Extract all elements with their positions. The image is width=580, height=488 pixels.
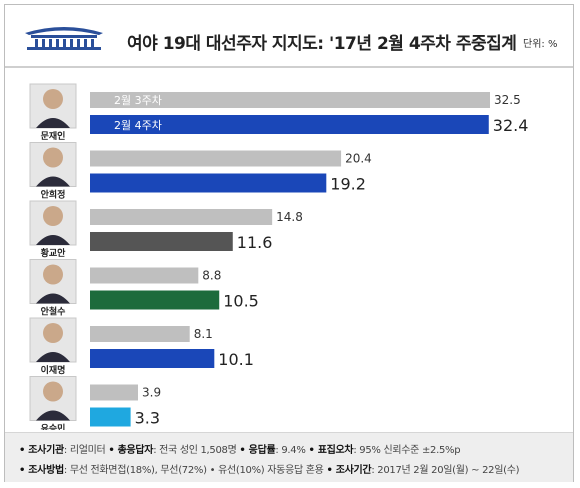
portrait-suit-icon	[36, 235, 70, 245]
bar-prev-week	[90, 209, 273, 225]
value-label-curr: 3.3	[135, 409, 160, 428]
candidate-name: 이재명	[41, 364, 66, 376]
legend-label-prev: 2월 3주차	[114, 94, 162, 107]
portrait-face-icon	[43, 206, 63, 226]
value-label-curr: 32.4	[493, 116, 529, 135]
value-label-curr: 19.2	[330, 175, 366, 194]
candidate-name: 유승민	[41, 423, 66, 431]
unit-label: 단위: %	[523, 39, 558, 50]
value-label-curr: 10.1	[218, 350, 254, 369]
footer-key: • 총응답자	[108, 445, 154, 456]
portrait-suit-icon	[36, 118, 70, 128]
chart-title: 여야 19대 대선주자 지지도: '17년 2월 4주차 주중집계	[127, 34, 517, 54]
footer-value: : 2017년 2월 20일(월) ~ 22일(수)	[371, 465, 520, 476]
value-label-prev: 8.8	[202, 269, 221, 283]
bar-curr-week	[90, 290, 220, 310]
bar-curr-week	[90, 173, 327, 193]
bar-curr-week	[90, 349, 215, 368]
portrait-suit-icon	[36, 293, 70, 304]
bar-curr-week	[90, 407, 131, 427]
candidate-name: 황교안	[41, 247, 67, 259]
value-label-prev: 14.8	[276, 210, 303, 224]
header-divider	[5, 66, 573, 68]
survey-info-footer: • 조사기관: 리얼미터 • 총응답자: 전국 성인 1,508명 • 응답률:…	[5, 432, 573, 482]
portrait-face-icon	[43, 323, 63, 343]
footer-key: • 조사방법	[19, 465, 64, 476]
footer-value: : 전국 성인 1,508명	[153, 445, 240, 456]
footer-key: • 응답률	[239, 445, 276, 456]
value-label-prev: 3.9	[142, 386, 161, 400]
footer-key: • 조사기간	[326, 465, 372, 476]
portrait-face-icon	[43, 89, 63, 109]
bar-curr-week	[90, 115, 489, 134]
bar-prev-week	[90, 326, 190, 342]
chart-header: 여야 19대 대선주자 지지도: '17년 2월 4주차 주중집계 단위: %	[5, 5, 573, 65]
blue-house-logo-icon	[25, 27, 103, 50]
portrait-face-icon	[43, 264, 63, 285]
footer-value: : 9.4%	[275, 445, 309, 456]
footer-key: • 표집오차	[308, 445, 354, 456]
portrait-face-icon	[43, 147, 63, 168]
footer-value: : 리얼미터	[63, 445, 109, 456]
candidate-name: 안철수	[41, 306, 66, 318]
portrait-suit-icon	[36, 410, 70, 421]
footer-value: : 95% 신뢰수준 ±2.5%p	[353, 445, 461, 456]
bar-curr-week	[90, 232, 233, 251]
value-label-curr: 11.6	[237, 233, 273, 252]
portrait-suit-icon	[36, 352, 70, 362]
candidate-name: 문재인	[41, 130, 66, 142]
candidate-name: 안희정	[41, 189, 66, 201]
footer-key: • 조사기관	[19, 445, 64, 456]
value-label-prev: 32.5	[494, 93, 521, 107]
legend-label-curr: 2월 4주차	[114, 119, 162, 132]
portrait-face-icon	[43, 381, 63, 402]
bar-prev-week	[90, 150, 342, 167]
bar-prev-week	[90, 92, 490, 108]
portrait-suit-icon	[36, 176, 70, 187]
footer-line-2: • 조사방법: 무선 전화면접(18%), 무선(72%) • 유선(10%) …	[19, 461, 520, 476]
value-label-curr: 10.5	[223, 292, 259, 311]
value-label-prev: 20.4	[345, 152, 372, 166]
footer-value: : 무선 전화면접(18%), 무선(72%) • 유선(10%) 자동응답 혼…	[63, 465, 327, 476]
footer-line-1: • 조사기관: 리얼미터 • 총응답자: 전국 성인 1,508명 • 응답률:…	[19, 441, 461, 456]
bar-prev-week	[90, 384, 138, 401]
value-label-prev: 8.1	[194, 327, 213, 341]
bar-prev-week	[90, 267, 199, 284]
